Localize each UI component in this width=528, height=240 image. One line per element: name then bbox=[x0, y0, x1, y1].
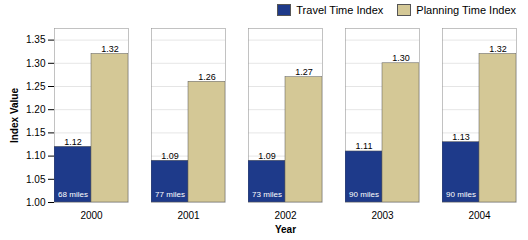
svg-text:2004: 2004 bbox=[468, 210, 491, 221]
svg-text:1.25: 1.25 bbox=[26, 81, 46, 92]
svg-text:90 miles: 90 miles bbox=[349, 190, 379, 199]
svg-text:73 miles: 73 miles bbox=[252, 190, 282, 199]
svg-text:2000: 2000 bbox=[80, 210, 103, 221]
svg-text:68 miles: 68 miles bbox=[58, 190, 88, 199]
svg-text:1.15: 1.15 bbox=[26, 127, 46, 138]
svg-text:1.12: 1.12 bbox=[64, 137, 82, 147]
svg-text:Index Value: Index Value bbox=[9, 88, 20, 143]
svg-text:1.30: 1.30 bbox=[26, 58, 46, 69]
svg-text:90 miles: 90 miles bbox=[446, 190, 476, 199]
svg-text:2003: 2003 bbox=[371, 210, 394, 221]
svg-text:1.32: 1.32 bbox=[489, 44, 507, 54]
svg-text:1.13: 1.13 bbox=[452, 132, 470, 142]
svg-text:1.09: 1.09 bbox=[161, 151, 179, 161]
svg-text:1.11: 1.11 bbox=[356, 141, 373, 151]
svg-text:1.20: 1.20 bbox=[26, 104, 46, 115]
svg-text:1.10: 1.10 bbox=[26, 150, 46, 161]
svg-text:1.26: 1.26 bbox=[198, 72, 216, 82]
svg-text:2001: 2001 bbox=[177, 210, 200, 221]
svg-text:1.35: 1.35 bbox=[26, 34, 46, 45]
svg-text:1.30: 1.30 bbox=[392, 53, 410, 63]
svg-text:1.09: 1.09 bbox=[258, 151, 276, 161]
svg-text:1.27: 1.27 bbox=[295, 67, 313, 77]
svg-text:1.05: 1.05 bbox=[26, 174, 46, 185]
svg-text:77 miles: 77 miles bbox=[155, 190, 185, 199]
svg-text:Year: Year bbox=[275, 224, 296, 235]
svg-text:1.00: 1.00 bbox=[26, 197, 46, 208]
html-text:Travel Time Index: Travel Time Index bbox=[296, 4, 384, 16]
svg-text:2002: 2002 bbox=[274, 210, 297, 221]
html-text:Planning Time Index: Planning Time Index bbox=[416, 4, 516, 16]
svg-text:1.32: 1.32 bbox=[101, 44, 119, 54]
